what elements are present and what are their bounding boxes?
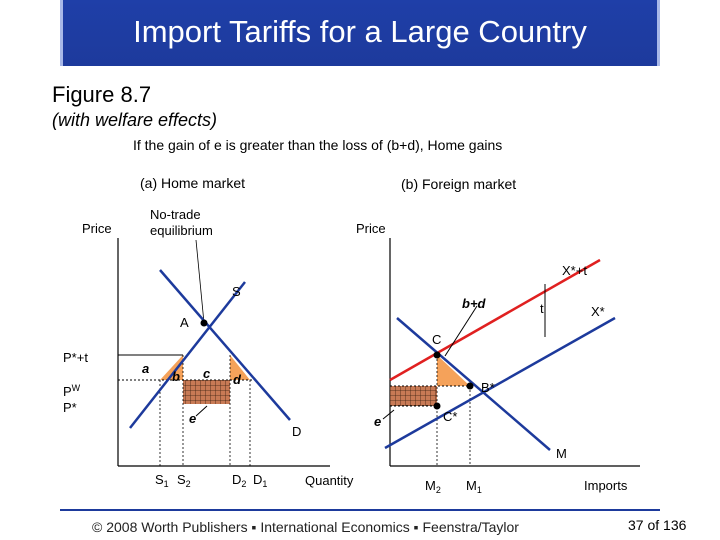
x-label-s2: S2 [177, 472, 191, 489]
m-label: M [556, 446, 567, 461]
demand-label: D [292, 424, 301, 439]
demand-curve [159, 269, 291, 421]
tariff-price-label: P*+t [63, 350, 88, 365]
point-a-dot [200, 319, 208, 327]
area-e-rect-b [390, 386, 437, 406]
bd-triangle [437, 355, 470, 386]
foreign-price-label: P* [63, 400, 77, 415]
panel-b-price-label: Price [356, 221, 386, 236]
imports-label: Imports [584, 478, 628, 493]
footer-divider [60, 509, 660, 511]
point-a-label: A [180, 315, 189, 330]
no-trade-pointer [195, 239, 205, 324]
point-cstar-dot [433, 402, 441, 410]
x-label-s1: S1 [155, 472, 169, 489]
area-a-label: a [142, 361, 149, 376]
area-e-label: e [189, 411, 196, 426]
import-demand-line [396, 317, 551, 451]
world-price-label: PW [63, 383, 81, 399]
area-d-triangle [230, 355, 250, 380]
bd-pointer [444, 305, 478, 357]
figure-note: If the gain of e is greater than the los… [133, 137, 503, 153]
footer-credit: © 2008 Worth Publishers ▪ International … [92, 519, 519, 535]
point-cstar-label: C* [443, 409, 457, 424]
figure-label: Figure 8.7 [52, 82, 152, 107]
x-label-d2: D2 [232, 472, 246, 489]
area-d-label: d [233, 372, 242, 387]
title-bar: Import Tariffs for a Large Country [60, 0, 660, 66]
panel-a-price-label: Price [82, 221, 112, 236]
quantity-label: Quantity [305, 473, 354, 488]
export-supply-line [384, 316, 616, 450]
x-label-m2: M2 [425, 478, 441, 495]
tariff-export-supply-line [389, 258, 601, 382]
area-c-label: c [203, 366, 211, 381]
panel-a-heading: (a) Home market [140, 175, 245, 191]
area-e-pointer [195, 405, 208, 417]
supply-curve [129, 281, 246, 429]
no-trade-label-line1: No-trade [150, 207, 201, 222]
area-e-pointer-b [382, 409, 395, 420]
area-e-label-b: e [374, 414, 381, 429]
x-label-m1: M1 [466, 478, 482, 495]
xt-label: X*+t [562, 263, 587, 278]
panel-b-heading: (b) Foreign market [401, 176, 516, 192]
page-title: Import Tariffs for a Large Country [133, 14, 587, 49]
bd-label: b+d [462, 296, 487, 311]
point-c-label: C [432, 332, 441, 347]
figure-subtitle: (with welfare effects) [52, 110, 218, 130]
x-star-label: X* [591, 304, 605, 319]
supply-label: S [232, 284, 241, 299]
area-b-triangle [160, 355, 183, 380]
x-label-d1: D1 [253, 472, 267, 489]
area-e-rect [183, 380, 230, 404]
t-label: t [540, 301, 544, 316]
area-b-label: b [172, 369, 180, 384]
no-trade-label-line2: equilibrium [150, 223, 213, 238]
point-bstar-dot [466, 382, 474, 390]
point-bstar-label: B* [481, 380, 495, 395]
page-number: 37 of 136 [628, 517, 687, 533]
point-c-dot [433, 351, 441, 359]
